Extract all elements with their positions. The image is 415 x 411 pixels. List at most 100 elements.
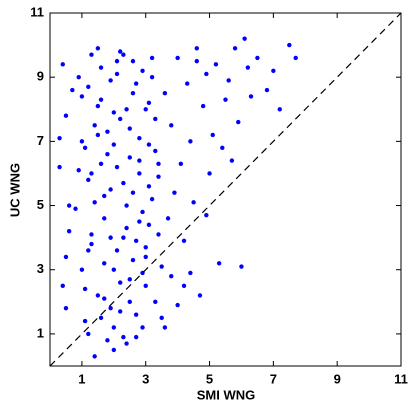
point	[86, 177, 91, 183]
point	[130, 190, 136, 195]
point	[118, 49, 123, 54]
point	[213, 62, 219, 67]
y-axis-label: UC WNG	[7, 163, 22, 217]
point	[102, 193, 107, 199]
point	[124, 341, 129, 346]
point	[156, 232, 161, 237]
point	[114, 164, 120, 170]
point	[137, 158, 142, 163]
point	[194, 46, 199, 51]
point	[121, 52, 126, 57]
point	[98, 161, 104, 167]
point	[118, 116, 123, 122]
point	[98, 315, 104, 321]
point	[169, 123, 174, 128]
point	[66, 229, 72, 234]
point	[60, 62, 65, 67]
point	[63, 113, 69, 118]
point	[169, 273, 174, 279]
point	[178, 161, 184, 167]
point	[92, 200, 97, 205]
point	[293, 55, 298, 61]
point	[242, 36, 247, 41]
point	[98, 97, 104, 102]
point	[111, 110, 117, 115]
y-tick-label: 5	[37, 197, 44, 212]
point	[102, 216, 107, 221]
point	[159, 315, 164, 321]
point	[220, 145, 225, 150]
point	[146, 142, 152, 147]
x-tick-label: 1	[78, 371, 85, 386]
x-tick-label: 3	[142, 371, 149, 386]
point	[140, 68, 145, 73]
point	[137, 135, 142, 141]
point	[82, 286, 88, 292]
point	[156, 161, 161, 167]
y-tick-label: 9	[37, 69, 44, 84]
point	[146, 100, 152, 106]
point	[108, 78, 113, 83]
point	[105, 338, 110, 343]
point	[146, 184, 152, 189]
point	[89, 232, 94, 237]
y-tick-label: 7	[37, 133, 44, 148]
point	[66, 203, 72, 208]
point	[153, 148, 158, 154]
point	[143, 107, 148, 112]
point	[188, 139, 193, 144]
point	[79, 94, 85, 99]
point	[127, 299, 132, 305]
point	[124, 203, 129, 208]
point	[105, 129, 110, 134]
point	[63, 306, 69, 311]
point	[89, 241, 94, 247]
point	[181, 238, 187, 244]
point	[111, 347, 117, 353]
point	[82, 145, 88, 150]
point	[111, 142, 117, 147]
point	[63, 254, 69, 260]
point	[210, 132, 215, 138]
y-tick-label: 1	[37, 325, 44, 340]
point	[76, 74, 81, 80]
x-axis-label: SMI WNG	[197, 387, 256, 402]
point	[89, 171, 94, 176]
point	[114, 71, 120, 77]
point	[111, 325, 117, 330]
point	[114, 248, 120, 253]
point	[200, 103, 206, 109]
point	[133, 81, 139, 86]
point	[287, 42, 292, 48]
point	[82, 318, 88, 324]
point	[271, 68, 276, 73]
point	[57, 164, 62, 170]
point	[127, 155, 132, 160]
point	[118, 280, 123, 285]
y-tick-label: 3	[37, 261, 44, 276]
point	[60, 283, 65, 288]
point	[79, 267, 85, 272]
point	[188, 270, 193, 276]
point	[149, 196, 155, 202]
point	[143, 283, 148, 288]
point	[143, 245, 148, 250]
point	[124, 225, 129, 231]
point	[86, 248, 91, 253]
point	[165, 216, 171, 221]
point	[191, 200, 196, 205]
point	[159, 264, 164, 269]
point	[105, 152, 110, 157]
y-tick-label: 11	[30, 4, 44, 19]
x-tick-label: 11	[394, 371, 408, 386]
point	[118, 309, 123, 314]
point	[204, 71, 209, 77]
point	[70, 87, 75, 93]
point	[197, 293, 203, 298]
point	[102, 296, 107, 301]
point	[108, 235, 113, 240]
point	[133, 312, 139, 317]
point	[175, 302, 180, 308]
point	[111, 267, 117, 272]
point	[137, 171, 142, 176]
